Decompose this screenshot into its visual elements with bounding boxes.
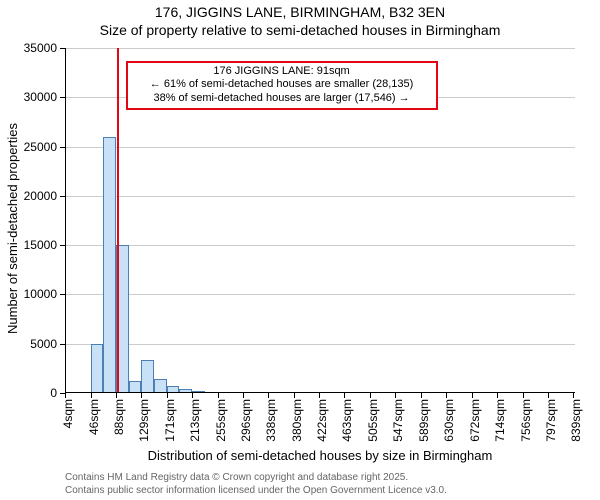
x-tick xyxy=(497,393,498,398)
y-tick-label: 0 xyxy=(50,386,57,400)
y-tick-label: 10000 xyxy=(24,287,57,301)
x-tick-label: 547sqm xyxy=(391,399,405,449)
x-tick xyxy=(319,393,320,398)
y-tick xyxy=(60,344,65,345)
x-tick-label: 296sqm xyxy=(239,399,253,449)
x-tick xyxy=(573,393,574,398)
histogram-bar xyxy=(91,344,104,393)
x-tick-label: 463sqm xyxy=(340,399,354,449)
y-tick xyxy=(60,48,65,49)
x-tick xyxy=(472,393,473,398)
x-tick xyxy=(446,393,447,398)
y-tick-label: 20000 xyxy=(24,189,57,203)
y-gridline xyxy=(65,245,575,246)
y-gridline xyxy=(65,196,575,197)
y-tick xyxy=(60,97,65,98)
y-gridline xyxy=(65,48,575,49)
y-tick-label: 30000 xyxy=(24,90,57,104)
x-tick-label: 756sqm xyxy=(519,399,533,449)
x-tick xyxy=(243,393,244,398)
footer-line2: Contains public sector information licen… xyxy=(65,485,447,496)
x-axis-label: Distribution of semi-detached houses by … xyxy=(65,448,575,463)
annotation-line2: ← 61% of semi-detached houses are smalle… xyxy=(132,78,432,92)
x-tick xyxy=(395,393,396,398)
y-axis-label: Number of semi-detached properties xyxy=(5,56,20,401)
y-gridline xyxy=(65,294,575,295)
histogram-bar xyxy=(141,360,154,393)
y-tick-label: 35000 xyxy=(24,41,57,55)
x-tick xyxy=(141,393,142,398)
x-tick xyxy=(116,393,117,398)
x-tick-label: 839sqm xyxy=(569,399,583,449)
y-tick xyxy=(60,294,65,295)
x-tick xyxy=(268,393,269,398)
x-tick-label: 380sqm xyxy=(290,399,304,449)
y-tick xyxy=(60,196,65,197)
histogram-bar xyxy=(103,137,116,393)
x-tick-label: 46sqm xyxy=(87,399,101,449)
chart-container: 176, JIGGINS LANE, BIRMINGHAM, B32 3EN S… xyxy=(0,0,600,500)
x-tick xyxy=(294,393,295,398)
x-tick-label: 4sqm xyxy=(61,399,75,449)
y-tick xyxy=(60,245,65,246)
x-tick xyxy=(421,393,422,398)
x-tick-label: 255sqm xyxy=(214,399,228,449)
chart-title-line2: Size of property relative to semi-detach… xyxy=(0,22,600,38)
x-tick-label: 129sqm xyxy=(137,399,151,449)
y-axis-line xyxy=(65,48,66,393)
x-tick xyxy=(523,393,524,398)
x-tick-label: 714sqm xyxy=(493,399,507,449)
marker-line xyxy=(117,48,119,393)
x-tick xyxy=(344,393,345,398)
y-tick xyxy=(60,147,65,148)
y-gridline xyxy=(65,344,575,345)
x-tick xyxy=(548,393,549,398)
x-tick xyxy=(65,393,66,398)
chart-title-line1: 176, JIGGINS LANE, BIRMINGHAM, B32 3EN xyxy=(0,4,600,20)
x-tick-label: 630sqm xyxy=(442,399,456,449)
y-tick-label: 25000 xyxy=(24,140,57,154)
annotation-line1: 176 JIGGINS LANE: 91sqm xyxy=(132,65,432,79)
histogram-bar xyxy=(154,379,167,393)
footer-line1: Contains HM Land Registry data © Crown c… xyxy=(65,472,408,483)
x-tick-label: 338sqm xyxy=(264,399,278,449)
x-tick-label: 88sqm xyxy=(112,399,126,449)
x-tick-label: 505sqm xyxy=(366,399,380,449)
x-tick xyxy=(370,393,371,398)
annotation-box: 176 JIGGINS LANE: 91sqm ← 61% of semi-de… xyxy=(126,61,438,110)
annotation-line3: 38% of semi-detached houses are larger (… xyxy=(132,92,432,106)
y-tick-label: 5000 xyxy=(30,337,57,351)
x-tick xyxy=(192,393,193,398)
x-tick-label: 589sqm xyxy=(417,399,431,449)
x-tick-label: 171sqm xyxy=(163,399,177,449)
x-tick-label: 213sqm xyxy=(188,399,202,449)
x-tick-label: 672sqm xyxy=(468,399,482,449)
x-tick xyxy=(218,393,219,398)
x-tick xyxy=(91,393,92,398)
x-tick-label: 797sqm xyxy=(544,399,558,449)
y-tick-label: 15000 xyxy=(24,238,57,252)
y-gridline xyxy=(65,147,575,148)
x-tick-label: 422sqm xyxy=(315,399,329,449)
x-tick xyxy=(167,393,168,398)
